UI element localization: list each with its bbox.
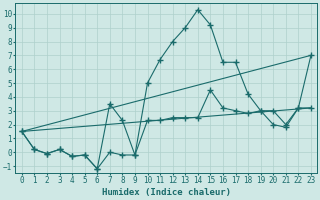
X-axis label: Humidex (Indice chaleur): Humidex (Indice chaleur) bbox=[102, 188, 231, 197]
